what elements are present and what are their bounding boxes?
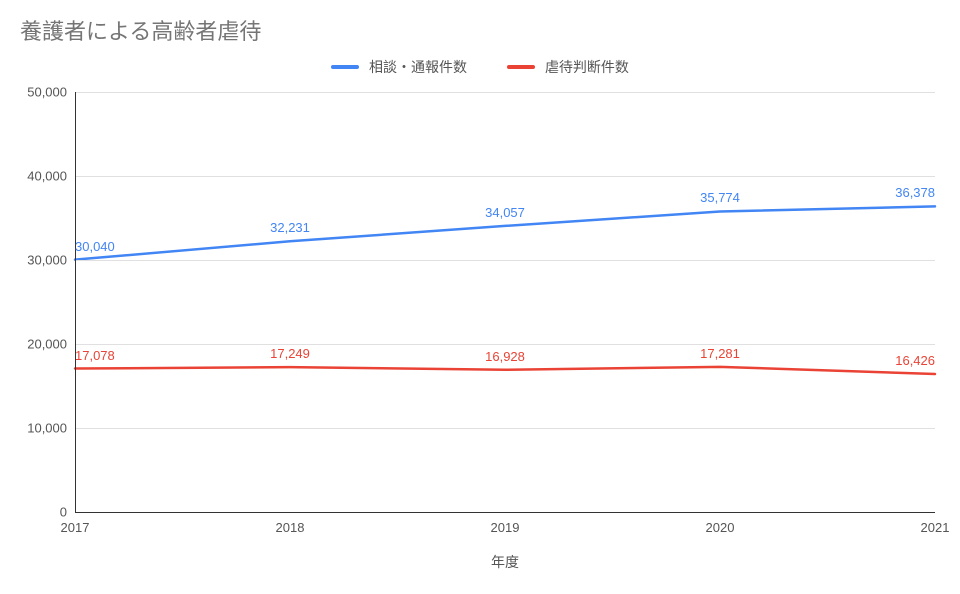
legend: 相談・通報件数 虐待判断件数 (0, 56, 960, 77)
chart-title: 養護者による高齢者虐待 (20, 14, 261, 46)
chart-container: 養護者による高齢者虐待 相談・通報件数 虐待判断件数 010,00020,000… (0, 0, 960, 594)
gridline (75, 260, 935, 261)
data-label: 35,774 (700, 190, 740, 205)
x-tick-label: 2019 (491, 512, 520, 535)
series-line-1 (75, 367, 935, 374)
y-tick-label: 20,000 (27, 337, 75, 352)
data-label: 34,057 (485, 205, 525, 220)
lines-svg (75, 92, 935, 512)
legend-item-series2: 虐待判断件数 (507, 57, 629, 77)
gridline (75, 428, 935, 429)
legend-swatch-series2 (507, 65, 535, 69)
y-tick-label: 10,000 (27, 421, 75, 436)
legend-label-series2: 虐待判断件数 (545, 57, 629, 77)
x-tick-label: 2017 (61, 512, 90, 535)
gridline (75, 344, 935, 345)
data-label: 36,378 (895, 185, 935, 200)
data-label: 16,426 (895, 353, 935, 368)
legend-swatch-series1 (331, 65, 359, 69)
data-label: 17,249 (270, 346, 310, 361)
legend-item-series1: 相談・通報件数 (331, 57, 467, 77)
data-label: 17,281 (700, 346, 740, 361)
y-axis-line (75, 92, 76, 512)
gridline (75, 92, 935, 93)
y-tick-label: 30,000 (27, 253, 75, 268)
plot-area: 010,00020,00030,00040,00050,000201720182… (75, 92, 935, 512)
data-label: 16,928 (485, 349, 525, 364)
data-label: 30,040 (75, 239, 115, 254)
x-tick-label: 2020 (706, 512, 735, 535)
data-label: 17,078 (75, 348, 115, 363)
x-tick-label: 2021 (921, 512, 950, 535)
x-tick-label: 2018 (276, 512, 305, 535)
x-axis-title: 年度 (491, 552, 519, 572)
y-tick-label: 40,000 (27, 169, 75, 184)
data-label: 32,231 (270, 220, 310, 235)
y-tick-label: 50,000 (27, 85, 75, 100)
legend-label-series1: 相談・通報件数 (369, 57, 467, 77)
gridline (75, 176, 935, 177)
